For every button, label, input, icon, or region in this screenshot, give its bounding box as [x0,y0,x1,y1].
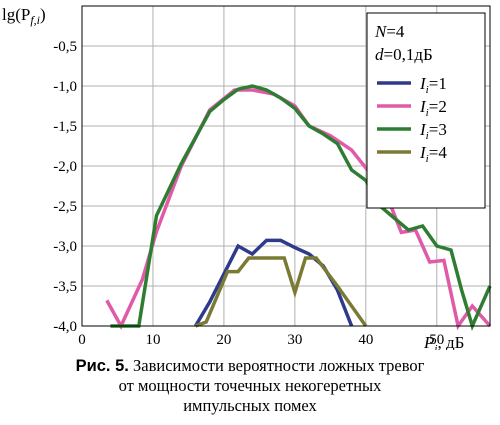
series-lines [105,84,492,332]
y-tick-label: -1,5 [53,119,77,135]
y-axis-label-main: lg(P [2,5,30,24]
caption-text-1: Зависимости вероятности ложных тревог [128,356,425,375]
x-tick-label: 10 [145,332,160,348]
legend: N=4 d=0,1дБ Ii=1Ii=2Ii=3Ii=4 [366,12,486,209]
y-axis-label-close: ) [40,5,46,24]
x-tick-label: 40 [358,332,373,348]
caption-line-1: Рис. 5. Зависимости вероятности ложных т… [0,356,500,376]
y-tick-labels: -0,5 -1,0 -1,5 -2,0 -2,5 -3,0 -3,5 -4,0 [53,39,77,335]
y-axis-label-sub: f,i [30,13,40,27]
x-axis-label: Pi, дБ [423,333,464,350]
y-tick-label: -2,0 [53,159,77,175]
y-tick-label: -3,0 [53,239,77,255]
figure-caption: Рис. 5. Зависимости вероятности ложных т… [0,356,500,416]
legend-entries: Ii=1Ii=2Ii=3Ii=4 [377,74,447,165]
x-axis-label-unit: , дБ [437,333,464,350]
x-tick-label: 30 [287,332,302,348]
caption-figure-label: Рис. 5. [75,357,129,375]
x-axis-label-main: P [423,333,434,350]
y-tick-label: -2,5 [53,199,77,215]
series-line-3 [110,84,492,332]
x-tick-label: 0 [78,332,86,348]
legend-box [366,12,486,209]
y-tick-label: -1,0 [53,79,77,95]
caption-line-3: импульсных помех [183,396,317,415]
x-tick-label: 50 [429,332,444,348]
series-line-4 [194,256,368,328]
y-tick-label: -0,5 [53,39,77,55]
legend-param-d: d=0,1дБ [375,45,433,64]
legend-param-n: N=4 [374,22,405,41]
y-tick-label: -3,5 [53,279,77,295]
plot-frame [81,5,491,327]
chart: -0,5 -1,0 -1,5 -2,0 -2,5 -3,0 -3,5 -4,0 0 10 20 30… [2,5,492,350]
legend-label-2: Ii=2 [419,97,447,119]
x-axis-label-sub: i [434,343,437,350]
x-tick-label: 20 [216,332,231,348]
legend-label-4: Ii=4 [419,143,447,165]
legend-label-1: Ii=1 [419,74,447,96]
series-line-1 [193,238,354,327]
y-tick-label: -4,0 [53,319,77,335]
y-axis-label: lg(Pf,i) [2,5,46,27]
caption-line-2: от мощности точечных некогеретных [118,376,382,395]
x-tick-labels: 0 10 20 30 40 50 [78,332,444,348]
legend-label-3: Ii=3 [419,120,447,142]
